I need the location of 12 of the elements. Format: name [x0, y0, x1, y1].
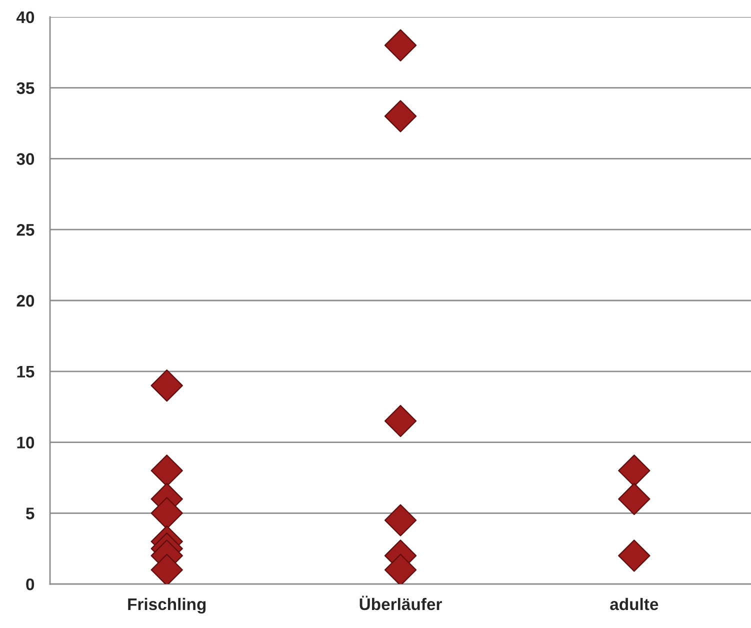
y-tick-label: 15	[17, 366, 34, 378]
y-tick-label: 0	[26, 578, 34, 590]
y-tick-label: 40	[16, 11, 34, 24]
x-tick-label: adulte	[610, 598, 658, 610]
y-tick-label: 20	[16, 294, 34, 307]
x-tick-label: Überläufer	[360, 596, 442, 610]
y-tick-label: 5	[26, 508, 34, 520]
y-tick-label: 30	[16, 153, 34, 165]
x-tick-label: Frischling	[128, 598, 206, 614]
y-tick-label: 35	[16, 82, 34, 94]
y-tick-label: 10	[17, 436, 34, 448]
y-tick-label: 25	[16, 224, 34, 236]
